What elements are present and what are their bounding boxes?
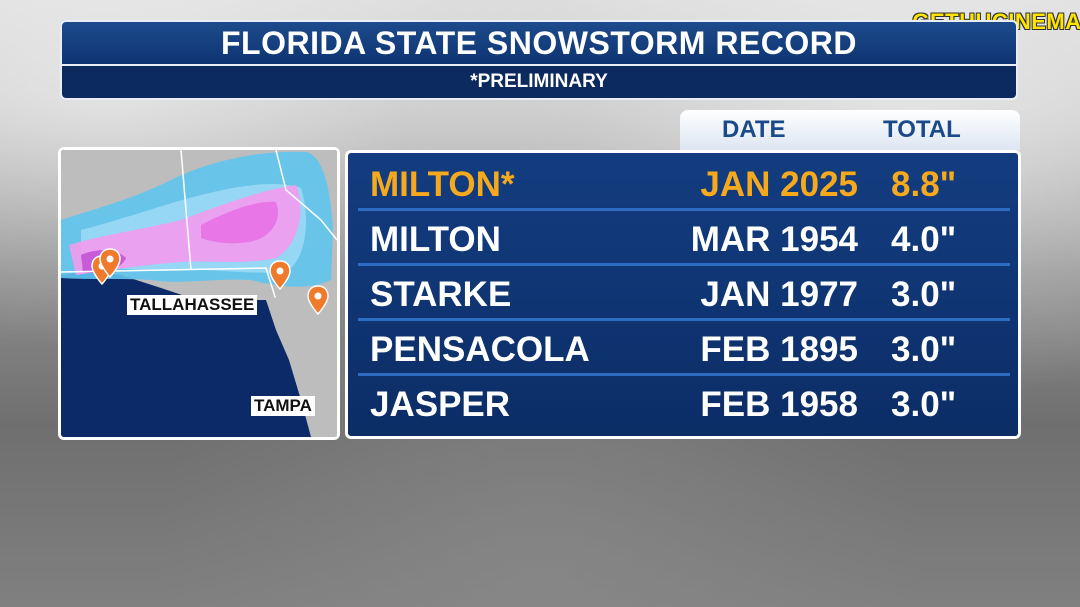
row-location: JASPER — [370, 385, 511, 424]
row-location: MILTON — [370, 220, 501, 259]
row-date: FEB 1958 — [700, 385, 858, 424]
map-label-tallahassee: TALLAHASSEE — [127, 295, 258, 315]
map-pin-icon — [307, 285, 329, 315]
map-pin-icon — [99, 248, 121, 278]
row-date: FEB 1895 — [700, 330, 858, 369]
table-row: JASPER FEB 1958 3.0" — [358, 377, 1010, 431]
row-location: STARKE — [370, 275, 512, 314]
subtitle: *PRELIMINARY — [60, 66, 1018, 100]
column-header-total: TOTAL — [883, 116, 961, 143]
row-total: 3.0" — [891, 330, 957, 369]
row-date: JAN 1977 — [700, 275, 858, 314]
table-row: STARKE JAN 1977 3.0" — [358, 267, 1010, 321]
row-total: 4.0" — [891, 220, 957, 259]
row-total: 8.8" — [891, 165, 957, 204]
row-total: 3.0" — [891, 385, 957, 424]
table-header: DATE TOTAL — [680, 110, 1020, 150]
table-row: PENSACOLA FEB 1895 3.0" — [358, 322, 1010, 376]
table-row: MILTON* JAN 2025 8.8" — [358, 157, 1010, 211]
row-divider — [358, 318, 1010, 321]
snowfall-map: TALLAHASSEE TAMPA — [58, 147, 340, 440]
row-location: MILTON* — [370, 165, 515, 204]
row-date: JAN 2025 — [700, 165, 858, 204]
row-date: MAR 1954 — [690, 220, 858, 259]
row-location: PENSACOLA — [370, 330, 590, 369]
row-divider — [358, 208, 1010, 211]
map-graphic — [61, 150, 337, 437]
page-title: FLORIDA STATE SNOWSTORM RECORD — [60, 20, 1018, 66]
row-divider — [358, 373, 1010, 376]
map-label-tampa: TAMPA — [251, 396, 315, 416]
table-row: MILTON MAR 1954 4.0" — [358, 212, 1010, 266]
records-table: MILTON* JAN 2025 8.8" MILTON MAR 1954 4.… — [345, 150, 1021, 439]
row-total: 3.0" — [891, 275, 957, 314]
column-header-date: DATE — [722, 116, 786, 143]
row-divider — [358, 263, 1010, 266]
map-pin-icon — [269, 260, 291, 290]
